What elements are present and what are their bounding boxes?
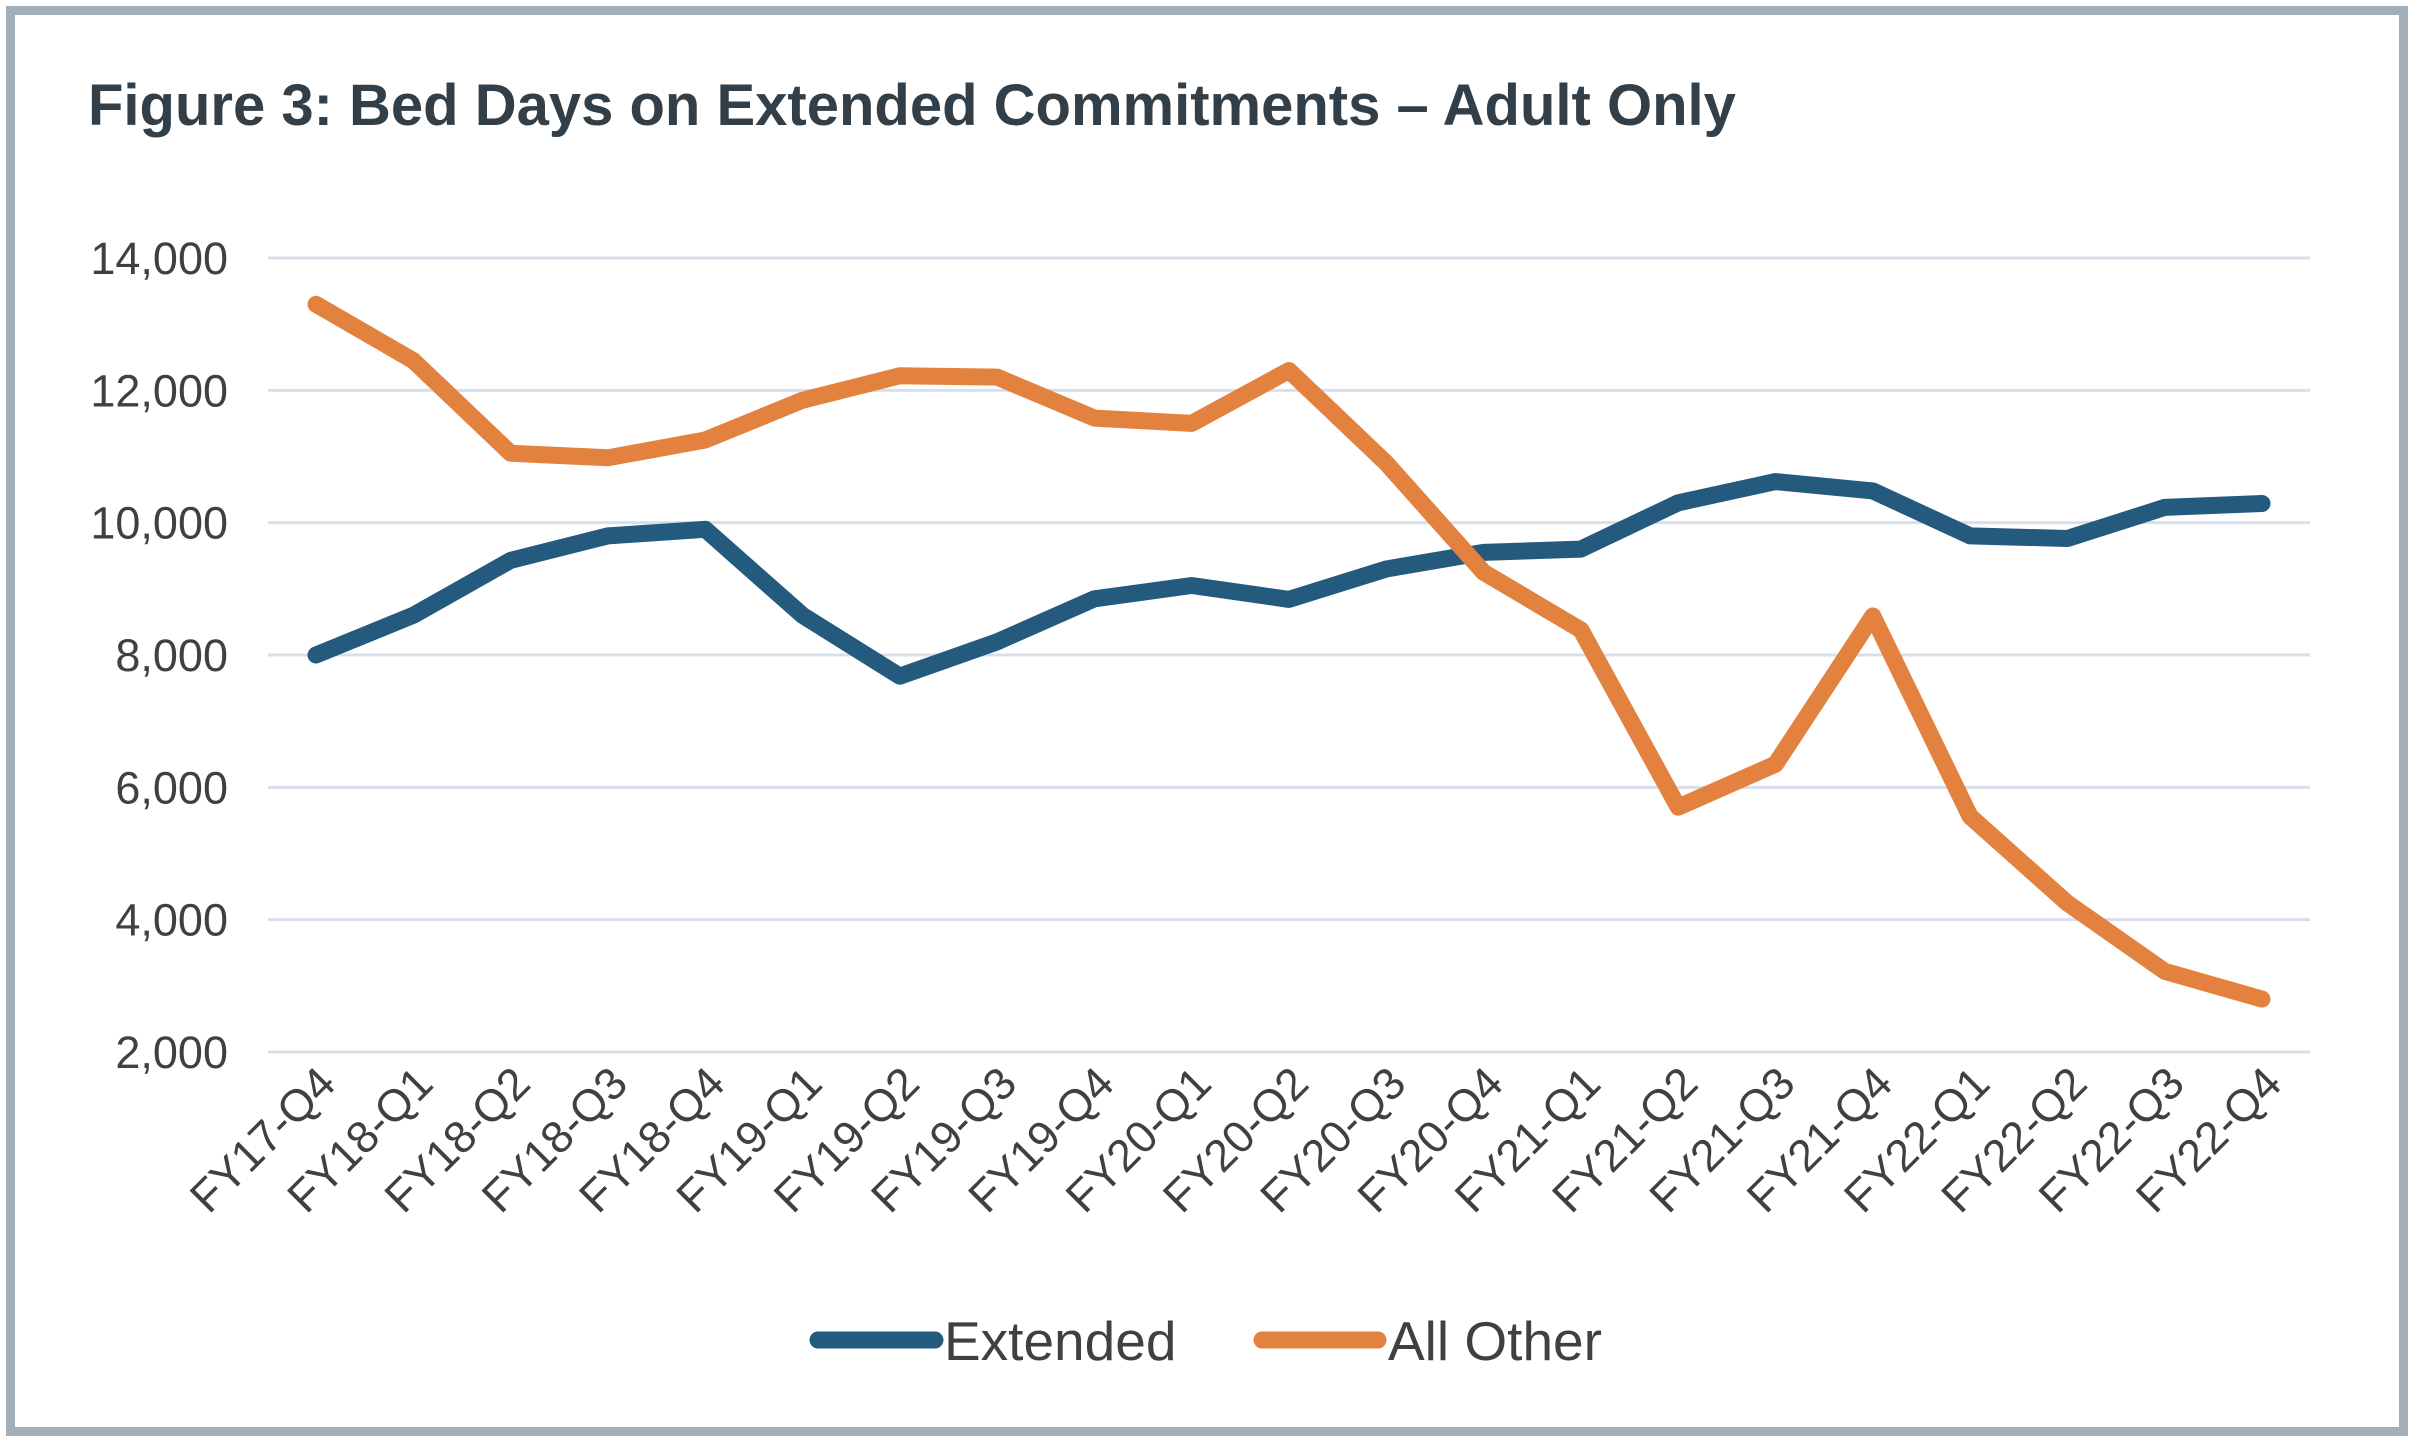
x-axis-ticks: FY17-Q4FY18-Q1FY18-Q2FY18-Q3FY18-Q4FY19-… [180, 1057, 2291, 1222]
legend-label-extended: Extended [944, 1310, 1176, 1372]
series-lines [307, 295, 2271, 1008]
y-tick-label: 8,000 [115, 630, 228, 681]
series-line-extended [307, 473, 2271, 685]
gridlines [268, 256, 2310, 1054]
y-tick-label: 6,000 [115, 762, 228, 813]
y-axis-ticks: 2,000 4,000 6,000 8,000 10,000 12,000 14,000 [90, 233, 228, 1078]
y-tick-label: 12,000 [90, 365, 228, 416]
y-tick-label: 10,000 [90, 498, 228, 549]
legend-label-all-other: All Other [1388, 1310, 1602, 1372]
y-tick-label: 4,000 [115, 895, 228, 946]
y-tick-label: 2,000 [115, 1027, 228, 1078]
y-tick-label: 14,000 [90, 233, 228, 284]
series-line-all-other [307, 295, 2271, 1008]
chart-frame [6, 6, 2408, 1436]
chart-title: Figure 3: Bed Days on Extended Commitmen… [88, 73, 1736, 138]
legend: Extended All Other [809, 1310, 1602, 1372]
